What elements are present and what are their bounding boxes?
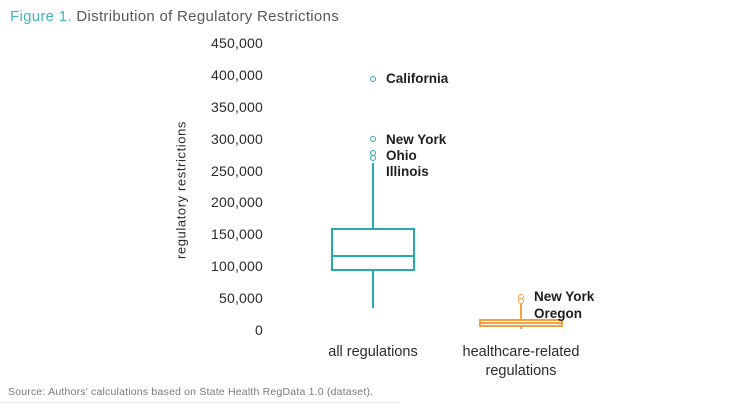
whisker-lower [520, 326, 522, 330]
median-line [331, 255, 415, 258]
y-tick-label: 50,000 [218, 290, 263, 307]
box-iqr [331, 227, 415, 272]
outlier-label: New York [386, 131, 447, 147]
y-tick-label: 300,000 [210, 130, 263, 147]
whisker-lower [372, 271, 374, 308]
y-tick-label: 400,000 [210, 66, 263, 83]
whisker-upper [520, 304, 522, 320]
y-tick-label: 200,000 [210, 194, 263, 211]
chart-title-text: Distribution of Regulatory Restrictions [71, 8, 340, 25]
outlier-dot [370, 136, 376, 143]
source-note: Source: Authors' calculations based on S… [8, 386, 374, 398]
outlier-label: Illinois [386, 164, 429, 180]
y-tick-label: 150,000 [210, 226, 263, 243]
figure-number: Figure 1. [10, 8, 72, 25]
x-axis-label: healthcare-related regulations [462, 344, 580, 379]
outlier-dot [370, 154, 376, 161]
y-tick-label: 0 [255, 322, 263, 338]
y-tick-label: 100,000 [210, 258, 263, 275]
outlier-label: California [386, 71, 449, 87]
y-tick-label: 450,000 [210, 35, 263, 51]
y-tick-label: 250,000 [210, 162, 263, 179]
outlier-label: Ohio [386, 148, 417, 164]
bottom-divider [0, 402, 400, 403]
median-line [479, 321, 563, 324]
outlier-dot [518, 298, 524, 305]
outlier-dot [370, 75, 376, 82]
whisker-upper [372, 162, 374, 228]
chart-title: Figure 1. Distribution of Regulatory Res… [10, 8, 339, 25]
outlier-label: Oregon [534, 305, 583, 321]
y-tick-label: 350,000 [210, 98, 263, 115]
x-axis-label: all regulations [328, 344, 418, 360]
outlier-label: New York [534, 289, 595, 305]
